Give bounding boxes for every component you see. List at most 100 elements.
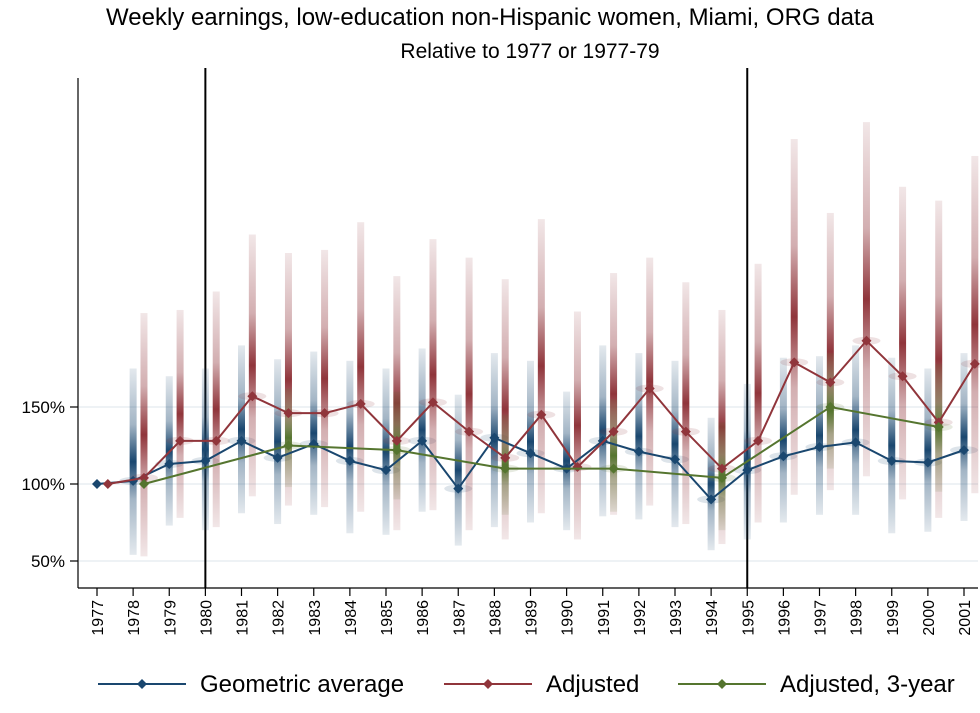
y-tick-label: 50% [31, 552, 65, 571]
ci-bar [248, 234, 256, 497]
data-point [716, 463, 727, 474]
data-point [381, 465, 391, 476]
data-point [211, 435, 222, 446]
x-tick-label: 1982 [271, 600, 288, 636]
x-tick-label: 1979 [162, 600, 179, 636]
data-point [525, 448, 536, 459]
x-tick-label: 1993 [668, 600, 685, 636]
chart-title: Weekly earnings, low-education non-Hispa… [106, 4, 874, 31]
data-point [138, 479, 149, 489]
legend-marker [717, 679, 727, 689]
data-point [283, 408, 294, 419]
ci-bar [573, 311, 581, 540]
ci-bar [790, 139, 798, 495]
ci-bar [465, 257, 473, 531]
chart-subtitle: Relative to 1977 or 1977-79 [400, 40, 660, 63]
ci-bar [935, 200, 943, 518]
data-point [92, 479, 102, 489]
data-point [272, 452, 283, 463]
x-tick-label: 1990 [560, 600, 577, 636]
ci-bar [454, 394, 462, 546]
data-point [200, 455, 211, 466]
x-tick-label: 1996 [776, 600, 793, 636]
ci-bar [852, 345, 860, 515]
data-point [825, 402, 836, 412]
ci-bar [284, 388, 292, 488]
legend-marker [483, 679, 493, 689]
x-tick-label: 1984 [343, 600, 360, 636]
ci-bar [862, 122, 870, 477]
ci-bar [201, 368, 209, 531]
x-tick-label: 1989 [524, 600, 541, 636]
x-tick-label: 1983 [307, 600, 324, 636]
ci-bar [610, 399, 618, 512]
data-point [138, 472, 149, 483]
data-point [500, 463, 511, 474]
x-tick-label: 2001 [957, 600, 974, 636]
ci-bar [284, 253, 292, 506]
ci-bar [501, 279, 509, 540]
ci-bar [140, 313, 148, 557]
ci-bar [537, 219, 545, 514]
ci-bar [357, 222, 365, 512]
data-point [489, 432, 500, 443]
data-point [742, 465, 753, 476]
data-point [850, 437, 861, 448]
data-point [633, 446, 644, 457]
x-tick-label: 1991 [596, 600, 613, 636]
y-tick-label: 100% [22, 475, 65, 494]
x-tick-label: 1977 [90, 600, 107, 636]
y-tick-label: 150% [22, 398, 65, 417]
ci-bar [129, 368, 137, 555]
ci-bar [238, 345, 245, 514]
ci-bar [212, 291, 220, 528]
data-point [608, 426, 619, 437]
ci-bar [646, 257, 654, 506]
x-tick-label: 1981 [235, 600, 252, 636]
x-tick-label: 1992 [632, 600, 649, 636]
legend-marker [137, 679, 147, 689]
ci-bar [899, 186, 907, 500]
ci-bar [779, 357, 787, 523]
ci-bar [682, 282, 690, 525]
ci-bar [924, 368, 932, 532]
ci-bar [563, 391, 571, 531]
data-point [670, 454, 680, 465]
ci-bar [346, 360, 354, 534]
data-point [464, 426, 475, 437]
axes: 50% 100% 150% 1977 1978 1979 1980 1981 1982 1983 1… [22, 78, 978, 636]
legend-label: Adjusted [546, 671, 639, 698]
x-tick-label: 1988 [487, 600, 504, 636]
data-point [922, 457, 933, 468]
legend: Geometric average Adjusted Adjusted, 3-yea… [98, 671, 955, 698]
data-point [355, 398, 366, 409]
series-lines [92, 335, 980, 505]
data-point [536, 409, 547, 420]
ci-bar [671, 360, 679, 528]
confidence-intervals [119, 122, 980, 557]
data-point [391, 435, 402, 446]
ci-bar [960, 353, 968, 521]
data-point [417, 435, 428, 446]
data-point [247, 391, 258, 402]
ci-bar [971, 155, 979, 494]
ci-bar [754, 263, 762, 523]
data-point [319, 408, 330, 419]
data-point [706, 494, 717, 505]
data-point [236, 435, 247, 446]
ci-bar [635, 353, 643, 520]
ci-bar [599, 345, 607, 517]
data-point [164, 458, 175, 469]
data-point [789, 357, 800, 368]
data-point [825, 377, 836, 388]
x-tick-label: 1995 [740, 600, 757, 636]
data-point [344, 455, 355, 466]
data-point [175, 435, 186, 446]
ci-bar [176, 309, 184, 518]
data-point [680, 426, 691, 437]
data-point [716, 472, 727, 483]
ci-bar [321, 249, 329, 508]
ci-bar [418, 348, 426, 512]
data-point [500, 452, 511, 463]
ci-bar [888, 357, 896, 534]
